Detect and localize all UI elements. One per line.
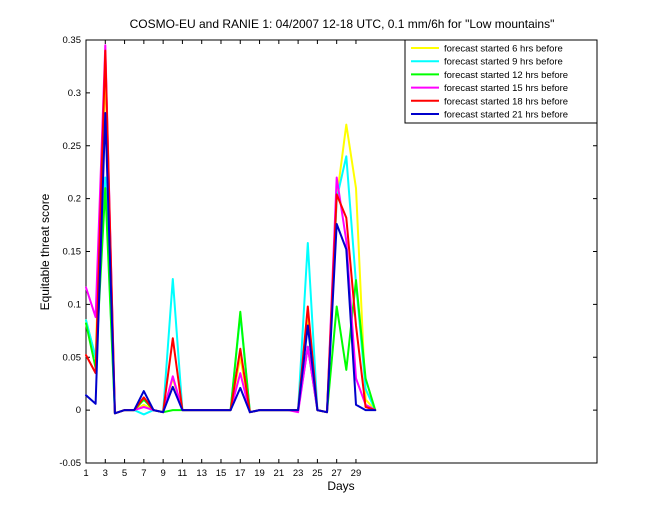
legend: forecast started 6 hrs before forecast st… — [404, 39, 598, 124]
series-line-6 — [85, 112, 377, 415]
legend-label-4: forecast started 15 hrs before — [444, 83, 568, 94]
x-tick-label: 25 — [312, 468, 323, 479]
y-tick-label: 0.3 — [68, 88, 81, 99]
x-tick-label: 9 — [160, 468, 165, 479]
x-tick-label: 19 — [254, 468, 265, 479]
x-tick-label: 17 — [235, 468, 246, 479]
x-tick-label: 7 — [141, 468, 146, 479]
y-tick-label: 0.15 — [63, 247, 82, 258]
y-tick-label: 0.25 — [63, 141, 82, 152]
x-tick-label: 11 — [177, 468, 187, 479]
y-tick-label: 0 — [76, 405, 81, 416]
legend-label-3: forecast started 12 hrs before — [444, 70, 568, 81]
x-tick-label: 29 — [351, 468, 362, 479]
y-tick-label: 0.2 — [68, 194, 81, 205]
x-tick-label: 5 — [122, 468, 127, 479]
y-tick-label: 0.35 — [63, 35, 82, 46]
y-axis-label: Equitable threat score — [38, 193, 52, 310]
x-axis: 1 3 5 7 9 11 13 15 17 19 21 23 25 27 29 — [83, 40, 361, 479]
y-tick-label: 0.05 — [63, 352, 82, 363]
legend-box — [404, 39, 598, 124]
x-tick-label: 13 — [196, 468, 207, 479]
legend-label-2: forecast started 9 hrs before — [444, 57, 563, 68]
y-axis: -0.05 0 0.05 0.1 0.15 0.2 0.25 0.3 0.35 — [59, 35, 597, 469]
y-tick-label: 0.1 — [68, 299, 81, 310]
x-tick-label: 1 — [83, 468, 88, 479]
legend-label-5: forecast started 18 hrs before — [444, 96, 568, 107]
x-tick-label: 3 — [103, 468, 108, 479]
x-tick-label: 27 — [331, 468, 342, 479]
x-axis-label: Days — [327, 479, 354, 493]
x-tick-label: 15 — [216, 468, 227, 479]
chart-title: COSMO-EU and RANIE 1: 04/2007 12-18 UTC,… — [130, 17, 555, 31]
x-tick-label: 23 — [293, 468, 304, 479]
x-tick-label: 21 — [274, 468, 285, 479]
legend-label-6: forecast started 21 hrs before — [444, 110, 568, 121]
legend-label-1: forecast started 6 hrs before — [444, 44, 563, 55]
series-lines — [85, 44, 377, 416]
y-tick-label: -0.05 — [59, 458, 81, 469]
